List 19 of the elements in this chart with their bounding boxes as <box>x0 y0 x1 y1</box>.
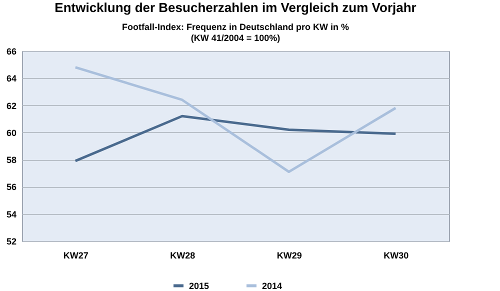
y-tick-label: 64 <box>6 74 16 84</box>
x-tick-label: KW28 <box>170 250 196 260</box>
chart-title: Entwicklung der Besucherzahlen im Vergleich zum Vorjahr <box>54 0 416 15</box>
line-series <box>74 66 397 174</box>
y-tick-label: 54 <box>6 209 16 220</box>
y-tick-label: 58 <box>6 155 16 166</box>
line-series <box>74 114 397 162</box>
y-tick-label: 52 <box>6 236 16 246</box>
text: (KW 41/2004 = 100%) <box>190 33 280 43</box>
text: Footfall-Index: Frequenz in Deutschland pro KW in % <box>122 22 349 32</box>
x-tick-label: KW29 <box>276 250 302 260</box>
x-tick-label: KW30 <box>384 250 409 260</box>
y-tick-label: 66 <box>6 46 16 56</box>
legend-label: 2015 <box>189 280 210 291</box>
y-tick-label: 60 <box>6 128 16 138</box>
x-tick-label: KW27 <box>63 250 88 260</box>
legend-label: 2014 <box>262 280 282 291</box>
y-tick-label: 62 <box>6 100 16 111</box>
y-tick-label: 56 <box>6 182 16 192</box>
